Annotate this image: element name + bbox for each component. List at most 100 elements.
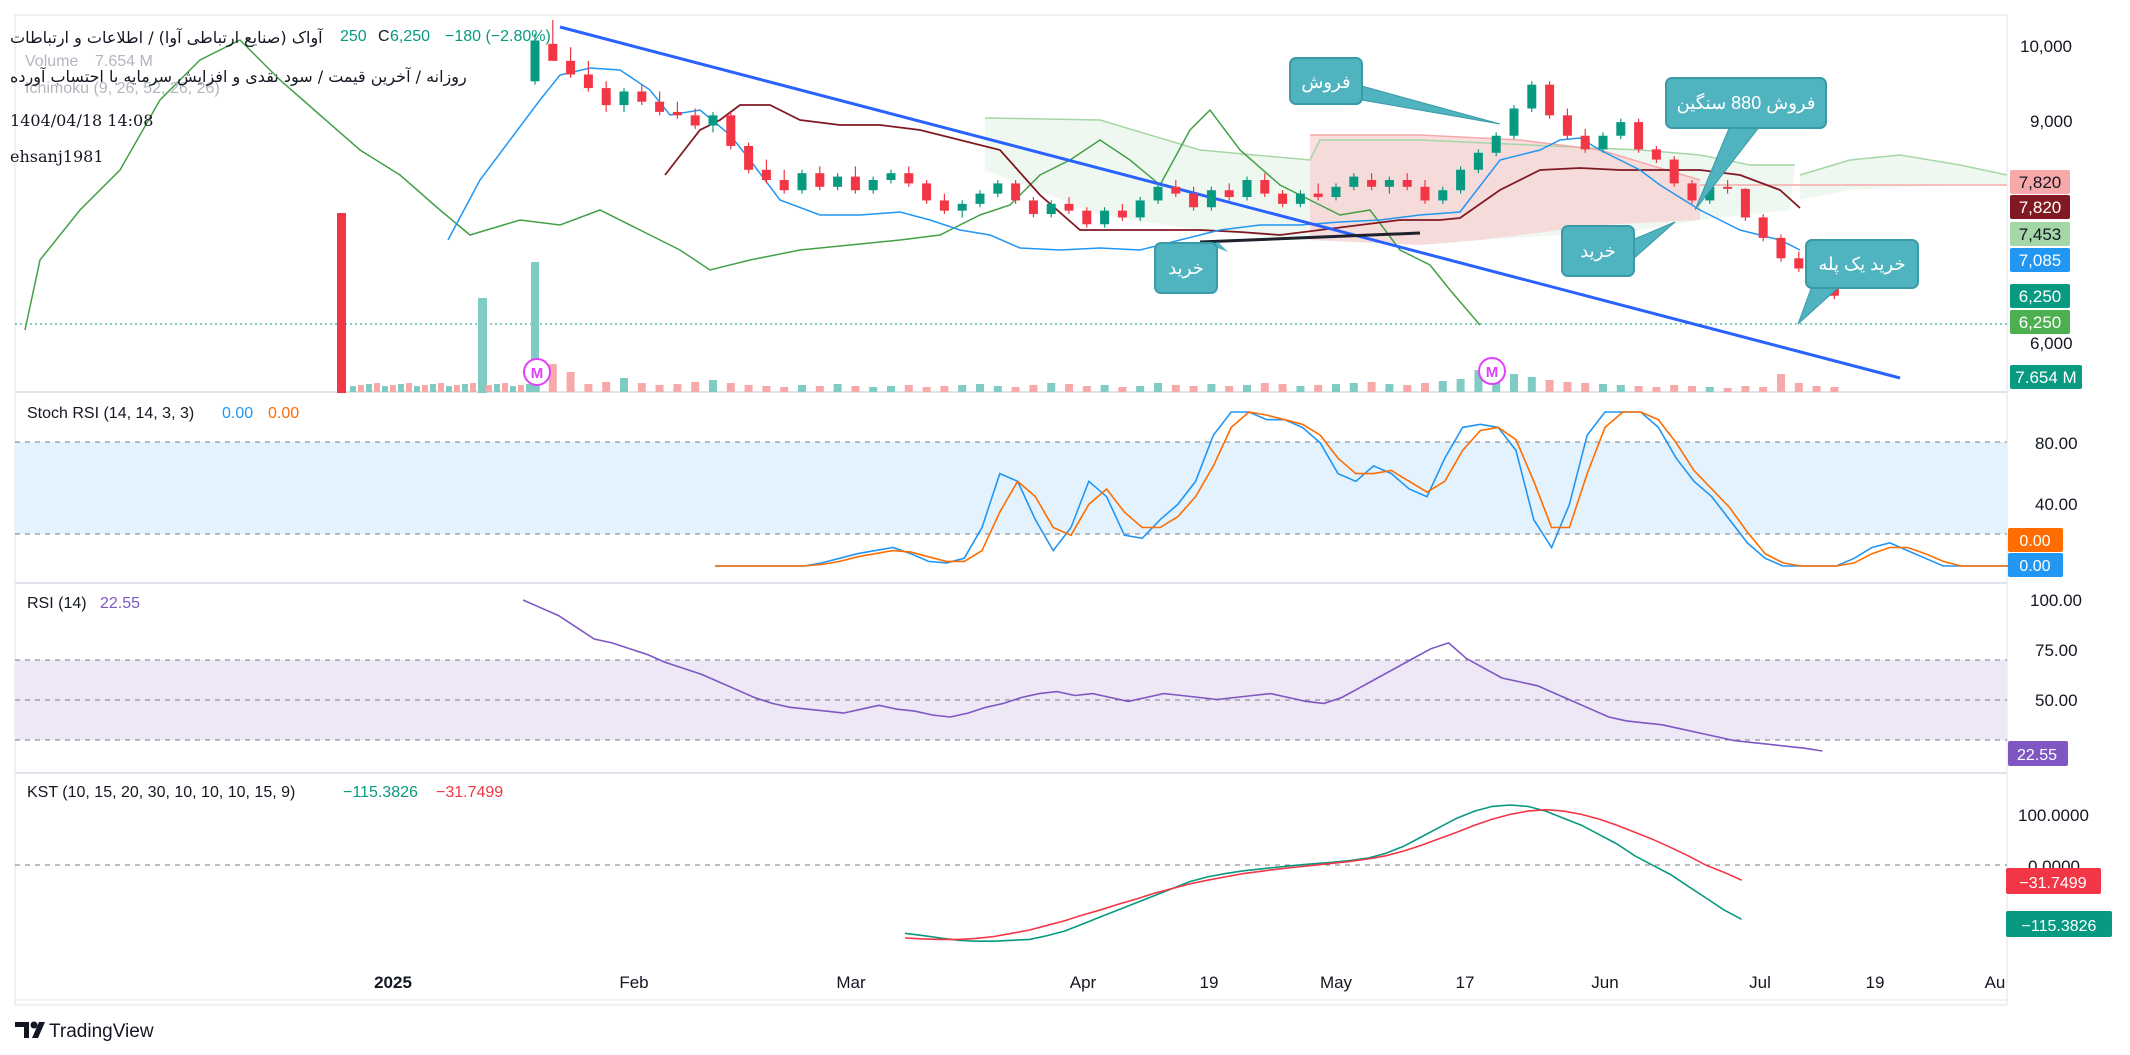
- price-badge-text: 7,820: [2019, 198, 2062, 217]
- series-line-kst: [904, 804, 1742, 943]
- candle: [779, 169, 789, 194]
- series-line-d: [715, 411, 2015, 567]
- volume-bar: [637, 383, 646, 392]
- ichimoku-tenkan-sen: [447, 67, 1801, 251]
- kst-badge-signal: −31.7499: [2006, 868, 2101, 894]
- candle: [1313, 183, 1323, 201]
- candle: [939, 193, 949, 215]
- volume-bar: [1830, 387, 1839, 392]
- volume-bar: [1438, 381, 1447, 392]
- ichimoku-legend-label: Ichimoku (9, 26, 52, 26, 26): [25, 80, 220, 97]
- volume-bar: [1154, 383, 1162, 392]
- volume-bar: [887, 386, 895, 392]
- volume-bar: [1385, 384, 1394, 392]
- candle: [993, 180, 1003, 198]
- candle: [1224, 183, 1234, 201]
- kst-series: [904, 804, 1742, 943]
- price-badge-text: 7,085: [2019, 251, 2062, 270]
- volume-bar: [1349, 383, 1358, 392]
- candle: [922, 180, 932, 204]
- volume-bar: [602, 382, 611, 392]
- kst-badge-kst: −115.3826: [2006, 911, 2112, 937]
- volume-bar: [726, 383, 735, 392]
- volume-bar: [584, 384, 593, 392]
- rsi-series: [522, 599, 1823, 752]
- rsi-badge: 22.55: [2008, 741, 2068, 766]
- callout-sell[interactable]: فروش: [1289, 57, 1501, 125]
- callout-buy-one-step-text: خرید یک پله: [1818, 254, 1905, 275]
- candle: [1135, 197, 1145, 221]
- candle: [744, 142, 754, 174]
- event-marker-m-1[interactable]: M: [523, 358, 551, 386]
- rsi-tick: 50.00: [2035, 691, 2078, 710]
- series-line-signal: [904, 808, 1742, 941]
- event-marker-m-2[interactable]: M: [1478, 357, 1506, 385]
- volume-bar: [1100, 385, 1109, 392]
- price-badge-text: 6,250: [2019, 313, 2062, 332]
- volume-bar: [406, 383, 412, 392]
- volume-bar: [1189, 386, 1198, 392]
- rsi-legend-label[interactable]: RSI (14): [27, 595, 87, 612]
- volume-bar: [1082, 386, 1091, 392]
- svg-text:M: M: [1486, 364, 1499, 381]
- volume-bar: [454, 385, 460, 392]
- support-trendline[interactable]: [1199, 231, 1421, 244]
- volume-bar: [438, 383, 444, 392]
- brand-text: TradingView: [49, 1021, 154, 1042]
- time-label: 17: [1456, 973, 1475, 992]
- callout-buy-2[interactable]: خرید: [1561, 221, 1676, 277]
- volume-bar: [815, 386, 824, 392]
- volume-bar: [851, 386, 860, 392]
- candle: [1100, 207, 1110, 228]
- candle: [1634, 118, 1644, 153]
- volume-bar: [470, 383, 476, 392]
- volume-bar: [1278, 384, 1287, 392]
- volume-bar: [1510, 374, 1518, 392]
- candle: [530, 33, 540, 85]
- volume-bar: [566, 372, 575, 392]
- ohlc-close: 6,250: [390, 28, 431, 45]
- volume-bar: [1777, 374, 1785, 392]
- volume-bar: [709, 380, 717, 392]
- volume-bar: [414, 386, 420, 392]
- candle: [1616, 118, 1626, 140]
- price-tick: 9,000: [2030, 112, 2073, 131]
- volume-bar: [366, 384, 372, 392]
- volume-bar: [337, 213, 346, 393]
- candle: [1295, 190, 1305, 208]
- candle: [1153, 183, 1163, 204]
- candle: [1527, 81, 1537, 112]
- kst-signal-value: −31.7499: [436, 784, 504, 801]
- kst-legend-label[interactable]: KST (10, 15, 20, 30, 10, 10, 10, 15, 9): [27, 784, 296, 801]
- candle: [1509, 105, 1519, 140]
- time-axis[interactable]: 2025 Feb Mar Apr 19 May 17 Jun Jul 19 Au: [374, 973, 2005, 992]
- callout-buy-1[interactable]: خرید: [1154, 242, 1228, 294]
- descending-trendline[interactable]: [559, 25, 1901, 380]
- volume-bar: [462, 384, 468, 392]
- candle: [1456, 166, 1466, 194]
- candle: [1651, 145, 1661, 163]
- callout-buy-one-step[interactable]: خرید یک پله: [1797, 239, 1919, 325]
- time-label: 19: [1200, 973, 1219, 992]
- candle: [1438, 186, 1448, 204]
- volume-bar: [1634, 386, 1643, 392]
- volume-bar: [510, 386, 516, 392]
- stoch-rsi-legend-label[interactable]: Stoch RSI (14, 14, 3, 3): [27, 405, 195, 422]
- stoch-badge-k: 0.00: [2008, 553, 2063, 577]
- candle: [1242, 176, 1252, 201]
- volume-bar: [518, 385, 524, 392]
- volume-bar: [1474, 370, 1483, 392]
- callout-heavy-sell[interactable]: فروش 880 سنگین: [1665, 77, 1827, 211]
- price-badge-text: 7,820: [2019, 173, 2062, 192]
- candle: [1545, 81, 1555, 119]
- symbol-title[interactable]: آواک (صنایع ارتباطی آوا) / اطلاعات و ارت…: [10, 28, 323, 47]
- candle: [672, 101, 682, 119]
- price-axis[interactable]: 10,000 9,000 6,000: [2020, 37, 2073, 353]
- volume-bar: [922, 387, 931, 392]
- callout-heavy-sell-text: فروش 880 سنگین: [1677, 92, 1816, 114]
- price-badge-text: 7,453: [2019, 225, 2062, 244]
- tradingview-logo-icon[interactable]: TradingView: [15, 1021, 154, 1042]
- candle: [619, 88, 629, 112]
- volume-bar: [1652, 387, 1661, 392]
